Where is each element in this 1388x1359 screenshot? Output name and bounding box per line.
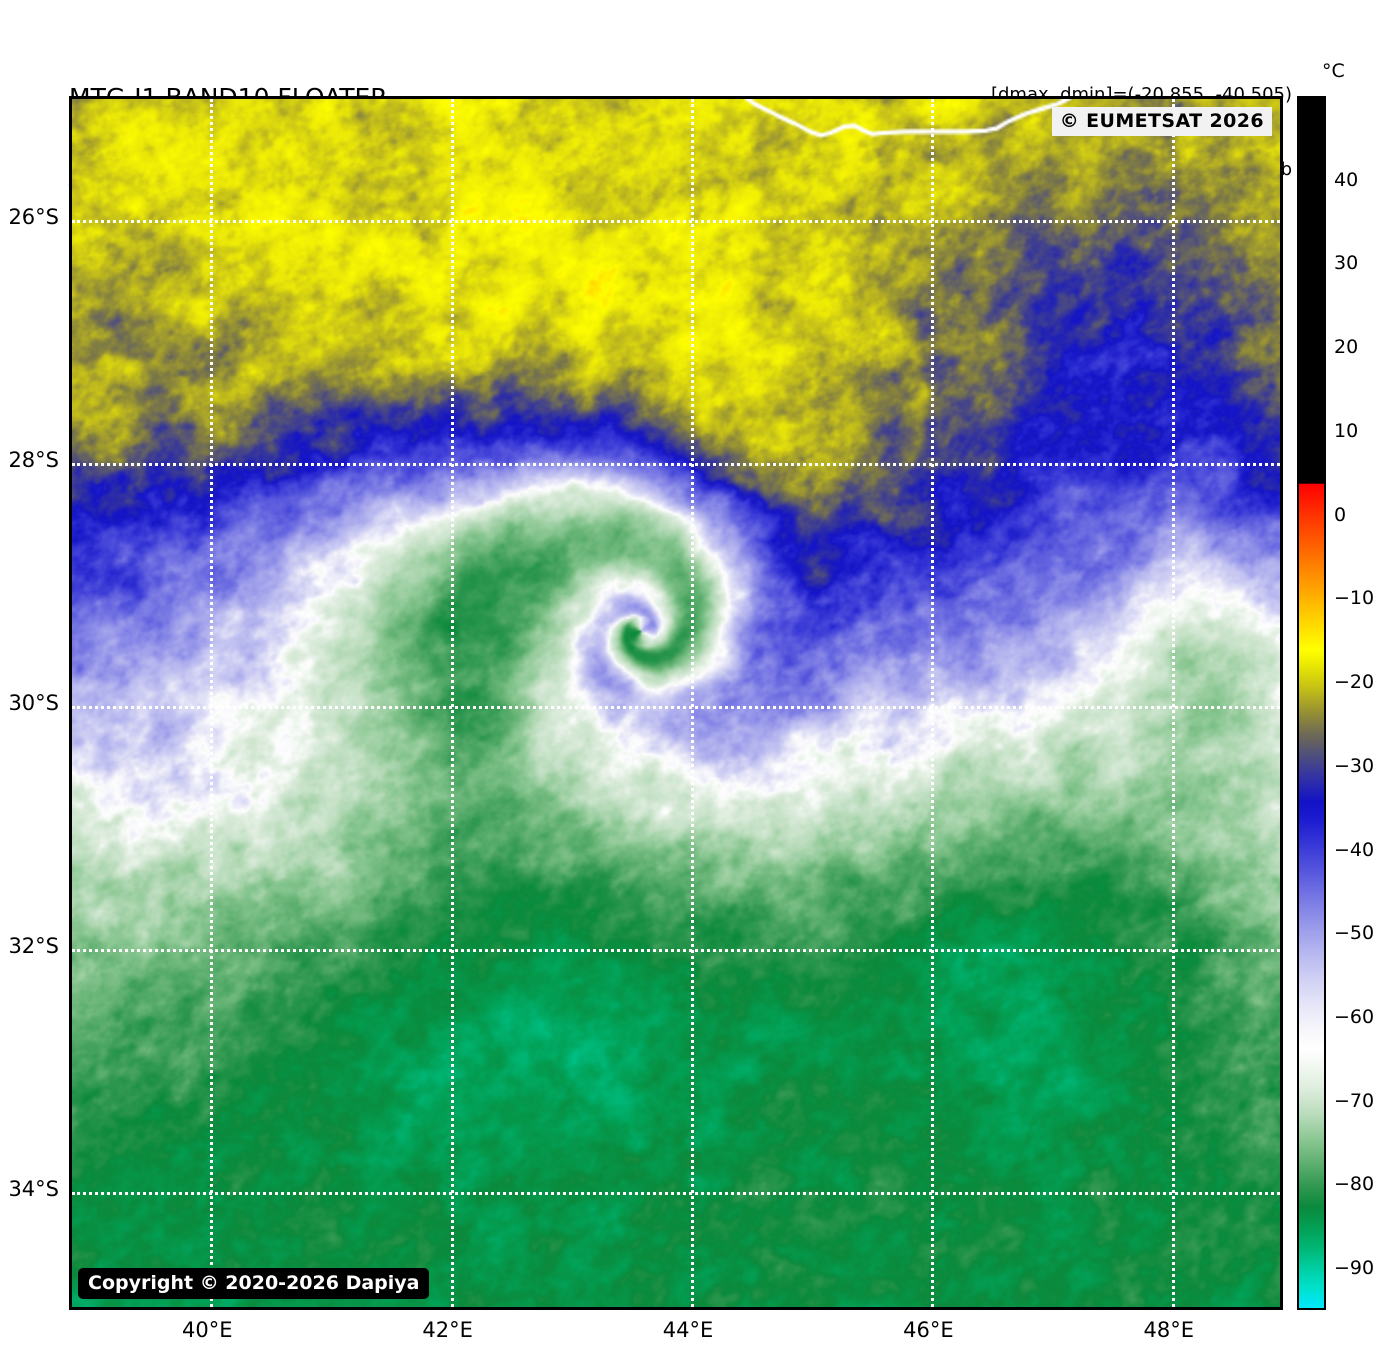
colorbar-tick-label: −80 — [1334, 1173, 1375, 1196]
longitude-tick-label: 42°E — [422, 1318, 473, 1342]
latitude-tick-label: 34°S — [8, 1176, 59, 1201]
copyright-watermark: Copyright © 2020-2026 Dapiya — [78, 1268, 430, 1299]
satellite-infrared-heatmap — [72, 99, 1280, 1307]
colorbar-tick-label: −60 — [1334, 1005, 1375, 1028]
latitude-tick-label: 30°S — [8, 691, 59, 715]
colorbar-unit-label: °C — [1322, 60, 1345, 82]
colorbar-tick-label: 40 — [1334, 168, 1359, 191]
colorbar-tick-label: 20 — [1334, 336, 1359, 359]
colorbar-tick-label: −10 — [1334, 587, 1375, 610]
longitude-tick-label: 48°E — [1143, 1318, 1195, 1342]
longitude-tick-label: 44°E — [662, 1318, 714, 1342]
colorbar-tick-label: −20 — [1334, 671, 1375, 694]
colorbar-tick-label: −30 — [1334, 754, 1375, 777]
latitude-tick-label: 26°S — [8, 205, 59, 230]
longitude-tick-label: 46°E — [903, 1318, 954, 1342]
latitude-tick-label: 28°S — [8, 448, 59, 473]
satellite-image-plot[interactable]: © EUMETSAT 2026 Copyright © 2020-2026 Da… — [69, 96, 1283, 1310]
eumetsat-watermark: © EUMETSAT 2026 — [1051, 107, 1272, 136]
colorbar-tick-label: −50 — [1334, 922, 1375, 945]
colorbar-tick-label: 10 — [1334, 419, 1359, 442]
colorbar-tick-label: −70 — [1334, 1089, 1375, 1112]
longitude-tick-label: 40°E — [181, 1318, 233, 1342]
colorbar-tick-label: 30 — [1334, 252, 1359, 275]
temperature-colorbar[interactable] — [1297, 96, 1326, 1310]
colorbar-tick-label: −90 — [1334, 1257, 1375, 1280]
colorbar-tick-label: 0 — [1334, 503, 1347, 526]
latitude-tick-label: 32°S — [8, 933, 59, 958]
colorbar-tick-label: −40 — [1334, 838, 1375, 861]
